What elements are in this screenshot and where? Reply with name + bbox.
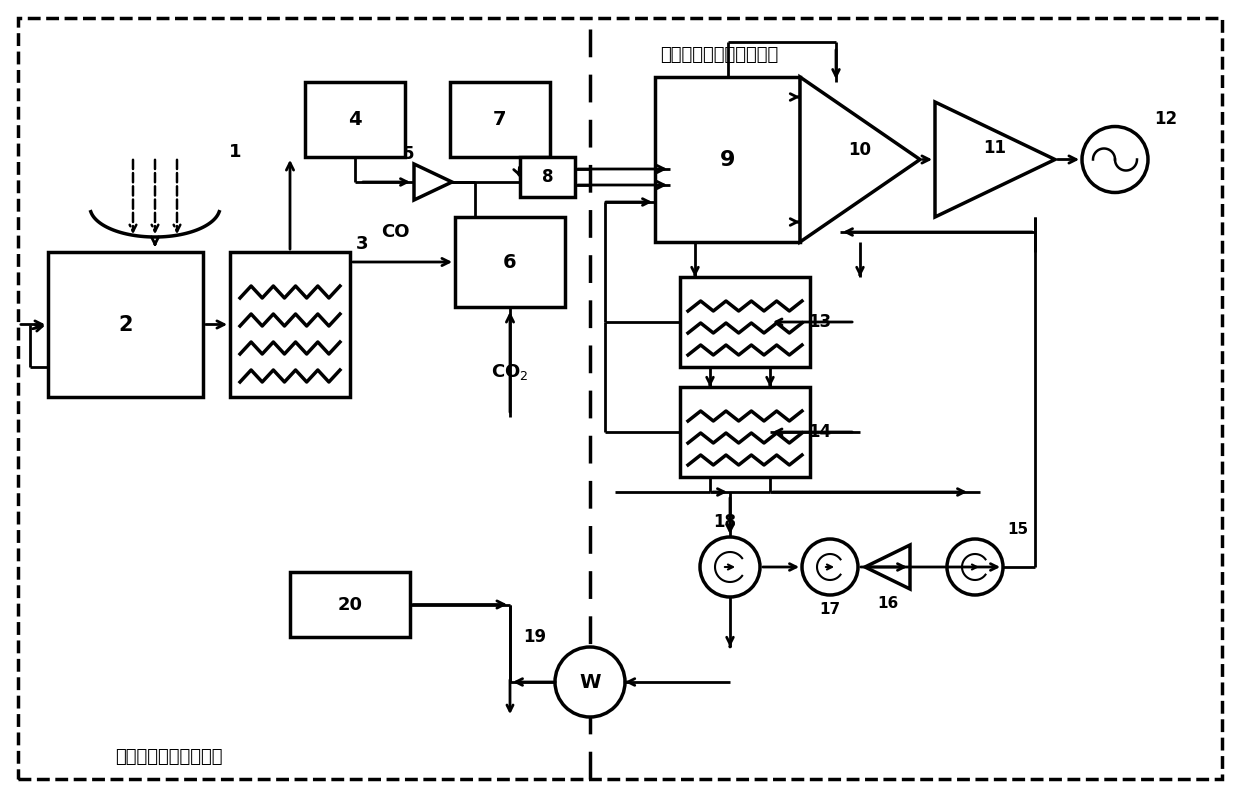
Text: 6: 6 xyxy=(503,253,517,272)
Text: 17: 17 xyxy=(820,603,841,618)
Bar xyxy=(290,572,410,637)
Polygon shape xyxy=(414,164,453,200)
Text: 9: 9 xyxy=(719,150,735,170)
Bar xyxy=(48,252,203,397)
Bar xyxy=(455,217,565,307)
Text: 2: 2 xyxy=(118,315,133,335)
Text: 5: 5 xyxy=(402,145,414,163)
Text: 3: 3 xyxy=(356,235,368,253)
Bar xyxy=(655,77,800,242)
Text: 15: 15 xyxy=(1007,521,1028,536)
Text: CO$_2$: CO$_2$ xyxy=(491,362,528,382)
Text: 20: 20 xyxy=(337,595,362,614)
Text: 12: 12 xyxy=(1154,109,1178,128)
Circle shape xyxy=(802,539,858,595)
Text: 8: 8 xyxy=(542,168,553,186)
Text: 18: 18 xyxy=(713,513,737,531)
Polygon shape xyxy=(935,102,1055,217)
Bar xyxy=(680,387,810,477)
Text: 太阳能燃料合成子系统: 太阳能燃料合成子系统 xyxy=(115,748,222,766)
Text: 13: 13 xyxy=(808,313,832,331)
Circle shape xyxy=(1083,127,1148,193)
Text: 14: 14 xyxy=(808,423,832,441)
Text: 4: 4 xyxy=(348,110,362,129)
Text: 二氧化碳动力循环子系统: 二氧化碳动力循环子系统 xyxy=(660,46,779,64)
Circle shape xyxy=(701,537,760,597)
Text: 7: 7 xyxy=(494,110,507,129)
Bar xyxy=(229,252,350,397)
Bar xyxy=(680,277,810,367)
Text: 10: 10 xyxy=(848,140,872,159)
Polygon shape xyxy=(800,77,920,242)
Text: 1: 1 xyxy=(228,143,242,161)
Polygon shape xyxy=(866,545,910,589)
Text: 11: 11 xyxy=(983,139,1007,156)
Bar xyxy=(305,82,405,157)
Text: 19: 19 xyxy=(523,628,547,646)
Text: W: W xyxy=(579,673,600,692)
Circle shape xyxy=(556,647,625,717)
Bar xyxy=(520,157,575,197)
Text: CO: CO xyxy=(381,223,409,241)
Text: 16: 16 xyxy=(877,595,898,611)
Circle shape xyxy=(947,539,1003,595)
Bar xyxy=(450,82,551,157)
